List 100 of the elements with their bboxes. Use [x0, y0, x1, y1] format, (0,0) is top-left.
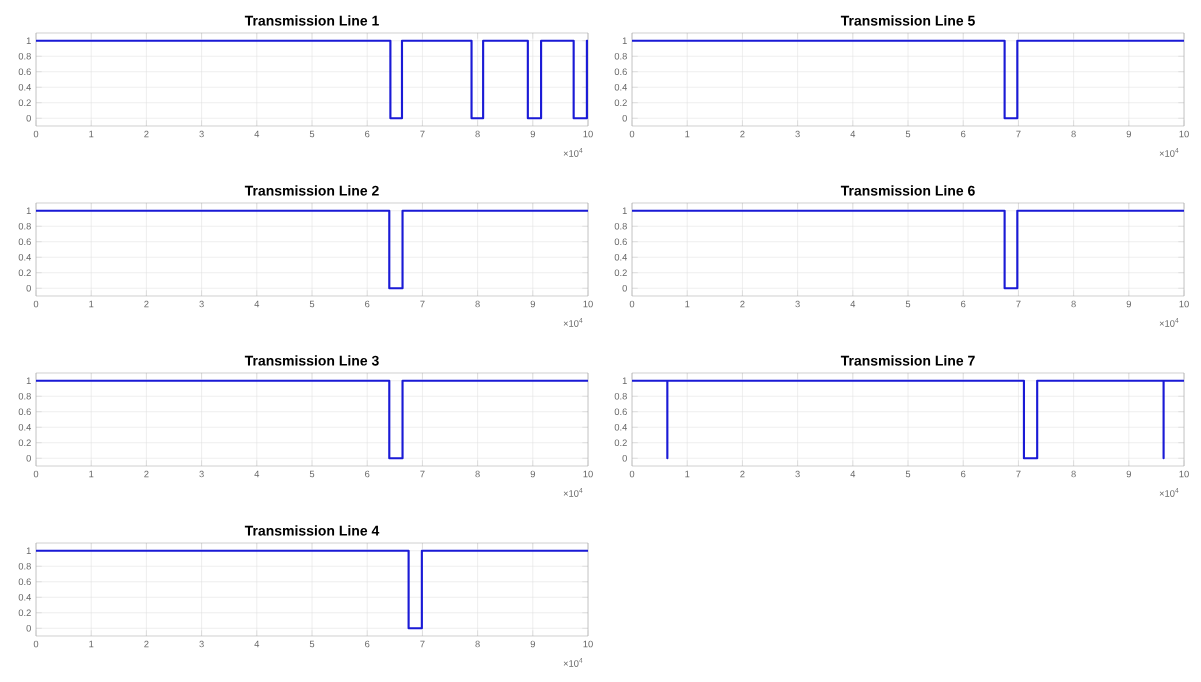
y-tick-label: 0.2	[18, 609, 31, 617]
x-tick-label: 2	[144, 640, 149, 648]
x-tick-label: 5	[905, 300, 911, 308]
y-tick-label: 0.4	[614, 423, 628, 431]
x-tick-label: 9	[530, 470, 535, 478]
y-tick-label: 1	[622, 377, 627, 384]
y-tick-label: 0.8	[18, 222, 31, 230]
x-tick-label: 8	[475, 130, 480, 138]
x-tick-label: 1	[89, 300, 94, 308]
x-tick-label: 7	[1016, 130, 1021, 138]
x-tick-label: 2	[144, 300, 149, 308]
x-tick-label: 7	[420, 470, 425, 478]
y-tick-label: 0.4	[18, 423, 32, 431]
x-tick-label: 5	[309, 300, 315, 308]
x-tick-label: 3	[795, 300, 800, 308]
x-tick-label: 0	[33, 470, 39, 478]
x-tick-label: 4	[254, 130, 260, 138]
y-tick-label: 0.6	[18, 578, 31, 586]
x-tick-label: 8	[1071, 300, 1076, 308]
y-tick-label: 0.6	[614, 68, 627, 76]
x-tick-label: 10	[583, 640, 593, 648]
x-tick-label: 2	[740, 470, 745, 478]
x-tick-label: 6	[365, 470, 370, 478]
chart-title: Transmission Line 6	[840, 185, 975, 196]
x-tick-label: 2	[740, 130, 745, 138]
x-tick-label: 0	[33, 640, 39, 648]
x-tick-label: 9	[530, 130, 535, 138]
x-tick-label: 0	[33, 300, 39, 308]
x-tick-label: 1	[685, 470, 690, 478]
y-tick-label: 0.8	[614, 392, 627, 400]
y-tick-label: 0	[622, 114, 627, 122]
y-tick-label: 1	[26, 377, 31, 384]
y-tick-label: 0.8	[18, 52, 31, 60]
x-tick-label: 10	[1179, 130, 1189, 138]
y-tick-label: 1	[26, 547, 31, 554]
x-tick-label: 0	[629, 130, 635, 138]
x-tick-label: 3	[795, 130, 800, 138]
x-tick-label: 8	[475, 300, 480, 308]
y-tick-label: 0.2	[614, 99, 627, 107]
x-tick-label: 8	[1071, 130, 1076, 138]
x-tick-label: 3	[199, 470, 204, 478]
y-tick-label: 0	[26, 624, 31, 632]
x-tick-label: 8	[475, 470, 480, 478]
chart-title: Transmission Line 4	[244, 525, 380, 536]
x-tick-label: 3	[199, 300, 204, 308]
text: ×10$^{4}$	[1159, 318, 1179, 327]
x-tick-label: 0	[33, 130, 39, 138]
y-tick-label: 1	[622, 37, 627, 44]
y-tick-label: 0.2	[614, 439, 627, 447]
x-tick-label: 7	[1016, 300, 1021, 308]
x-tick-label: 9	[1126, 470, 1131, 478]
y-tick-label: 0	[622, 454, 627, 462]
text: ×10$^{4}$	[1159, 488, 1179, 497]
text: ×10$^{4}$	[563, 658, 583, 667]
y-tick-label: 0.8	[614, 52, 627, 60]
x-tick-label: 1	[685, 130, 690, 138]
x-tick-label: 8	[1071, 470, 1076, 478]
text: ×10$^{4}$	[563, 148, 583, 157]
chart-title: Transmission Line 3	[244, 355, 379, 366]
x-tick-label: 0	[629, 470, 635, 478]
x-tick-label: 7	[420, 300, 425, 308]
x-tick-label: 1	[89, 640, 94, 648]
x-tick-label: 10	[583, 300, 593, 308]
y-tick-label: 0.8	[18, 392, 31, 400]
x-tick-label: 4	[850, 130, 856, 138]
x-tick-label: 6	[365, 640, 370, 648]
y-tick-label: 0.2	[18, 439, 31, 447]
y-tick-label: 0.4	[18, 593, 32, 601]
y-tick-label: 1	[26, 207, 31, 214]
y-tick-label: 1	[622, 207, 627, 214]
x-tick-label: 5	[905, 470, 911, 478]
y-tick-label: 0.8	[18, 562, 31, 570]
x-tick-label: 4	[254, 470, 260, 478]
x-tick-label: 10	[1179, 300, 1189, 308]
x-tick-label: 7	[420, 130, 425, 138]
x-tick-label: 5	[309, 130, 315, 138]
x-tick-label: 10	[583, 470, 593, 478]
chart-title: Transmission Line 7	[840, 355, 975, 366]
text: ×10$^{4}$	[563, 318, 583, 327]
x-tick-label: 0	[629, 300, 635, 308]
x-tick-label: 7	[1016, 470, 1021, 478]
y-tick-label: 0.6	[18, 238, 31, 246]
x-tick-label: 1	[685, 300, 690, 308]
y-tick-label: 0.4	[614, 83, 628, 91]
y-tick-label: 0	[26, 454, 31, 462]
x-tick-label: 9	[530, 640, 535, 648]
x-tick-label: 5	[309, 470, 315, 478]
x-tick-label: 6	[365, 130, 370, 138]
x-tick-label: 1	[89, 470, 94, 478]
y-tick-label: 0.8	[614, 222, 627, 230]
y-tick-label: 0.4	[18, 83, 32, 91]
y-tick-label: 0.6	[18, 408, 31, 416]
x-tick-label: 10	[583, 130, 593, 138]
x-tick-label: 3	[199, 640, 204, 648]
text: ×10$^{4}$	[1159, 148, 1179, 157]
x-tick-label: 4	[850, 470, 856, 478]
y-tick-label: 0	[622, 284, 627, 292]
y-tick-label: 0.6	[614, 238, 627, 246]
x-tick-label: 9	[1126, 300, 1131, 308]
x-tick-label: 10	[1179, 470, 1189, 478]
